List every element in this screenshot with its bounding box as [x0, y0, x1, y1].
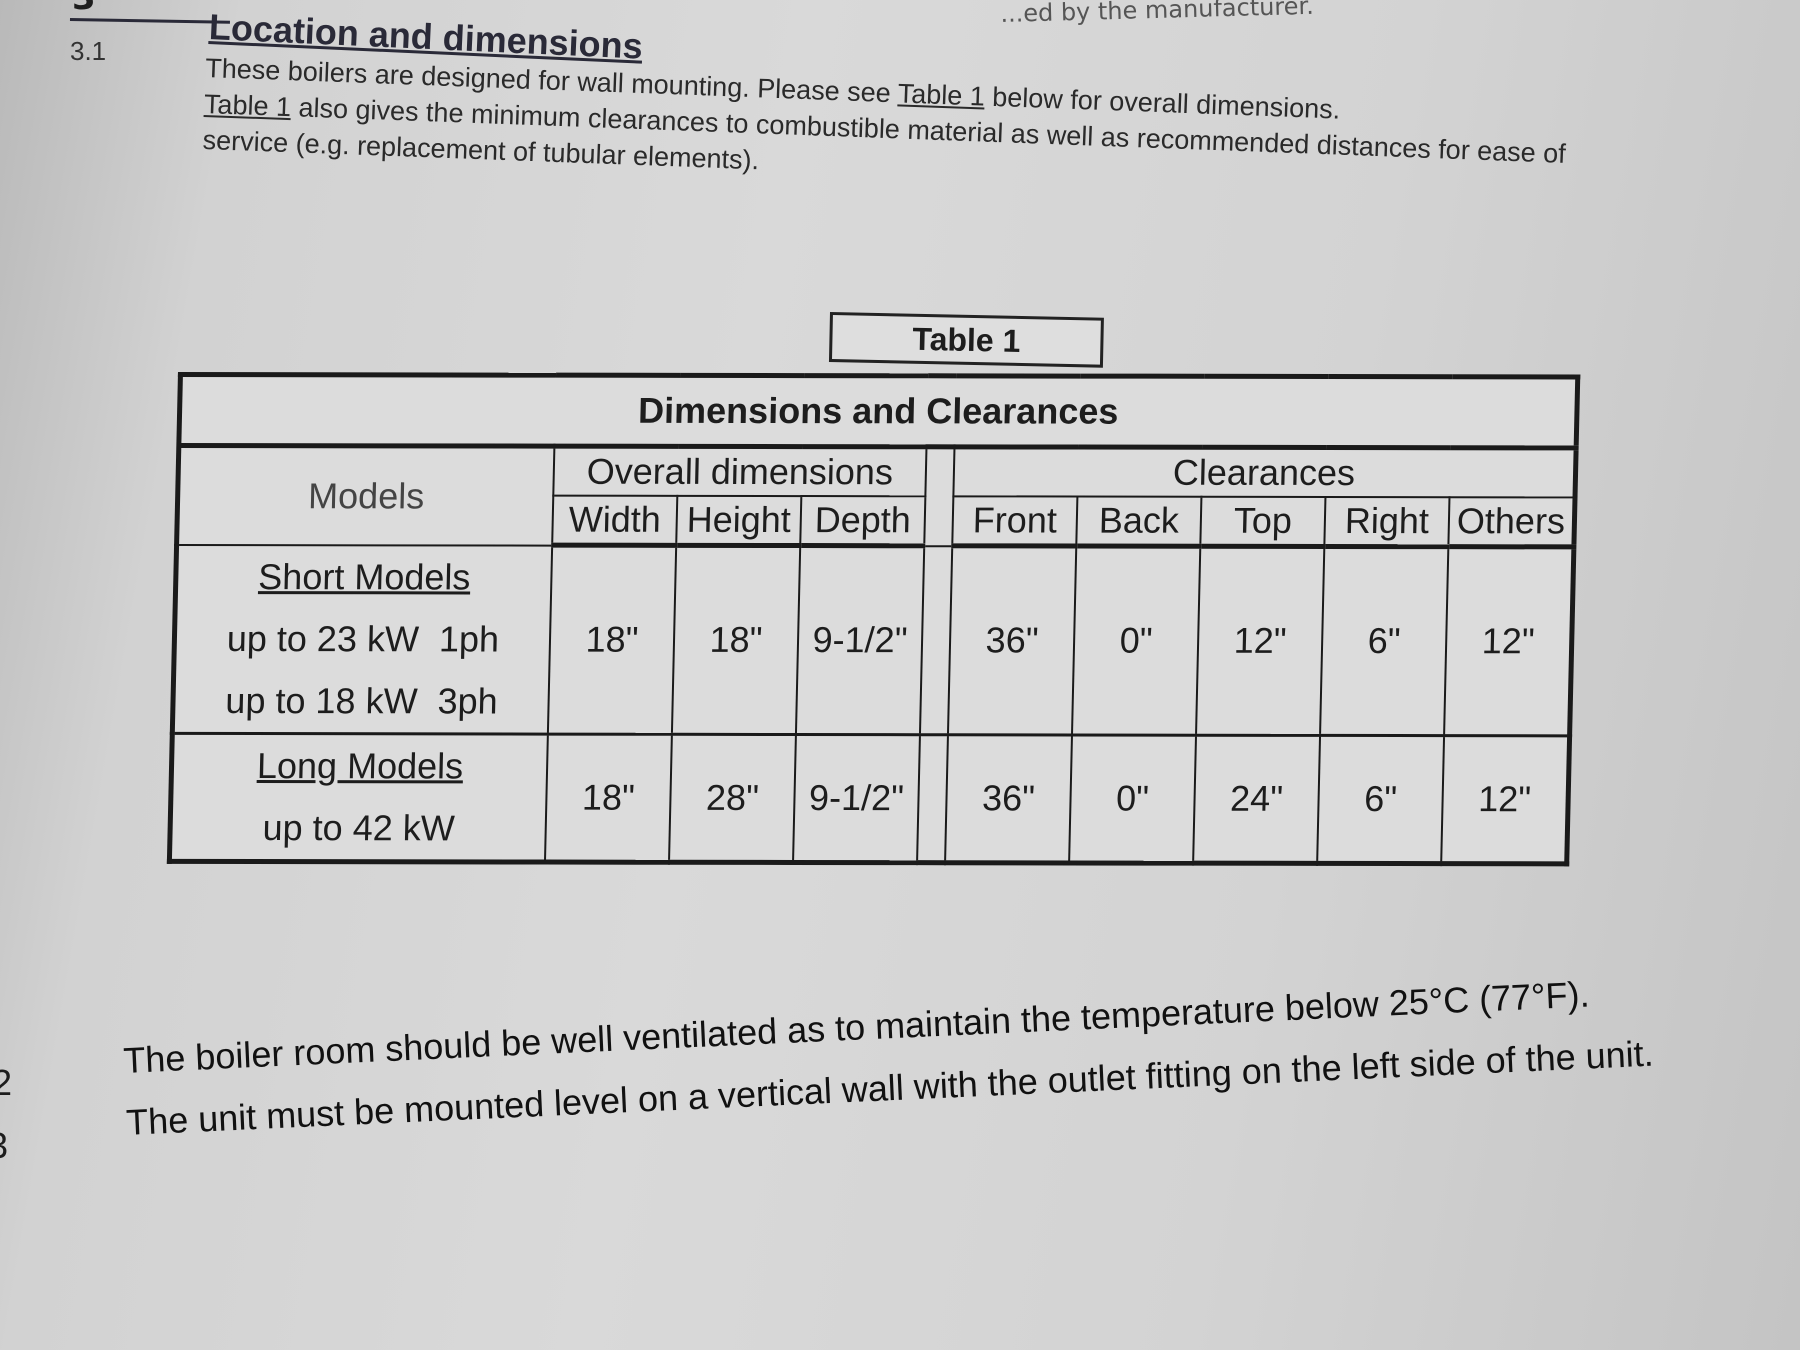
dimensions-table: Dimensions and Clearances Models Overall… — [166, 372, 1581, 866]
models-header: Models — [176, 445, 555, 546]
col-header: Back — [1076, 496, 1202, 547]
section-number: 3 — [72, 0, 96, 18]
note-number: 3 — [0, 1125, 8, 1167]
cell: 12" — [1444, 546, 1574, 736]
model-line: up to 42 kW — [262, 806, 456, 848]
divider — [919, 545, 953, 735]
subsection-number: 3.1 — [70, 36, 107, 66]
cell: 18" — [544, 733, 672, 862]
cell: 12" — [1441, 735, 1570, 864]
model-line: up to 23 kW 1ph — [226, 617, 500, 659]
top-note: ...ed by the manufacturer. — [1000, 0, 1315, 28]
overall-dimensions-header: Overall dimensions — [553, 446, 927, 497]
cell: 0" — [1072, 546, 1201, 735]
model-group: Long Models — [256, 744, 464, 786]
col-header: Height — [676, 495, 802, 546]
col-header: Right — [1324, 496, 1450, 547]
table-link[interactable]: Table 1 — [203, 88, 292, 123]
col-header: Width — [552, 495, 678, 546]
table-title: Dimensions and Clearances — [178, 374, 1578, 448]
subsection-paragraph: These boilers are designed for wall moun… — [202, 50, 1625, 210]
table-row: Short Models up to 23 kW 1ph up to 18 kW 3… — [172, 544, 1574, 736]
text: below for overall dimensions. — [984, 81, 1341, 125]
notes: The boiler room should be well ventilate… — [122, 961, 1655, 1154]
cell: 36" — [947, 545, 1077, 735]
clearances-header: Clearances — [953, 446, 1577, 498]
table-link[interactable]: Table 1 — [897, 78, 986, 112]
cell: 24" — [1193, 734, 1321, 863]
cell: 9-1/2" — [793, 733, 920, 863]
note-number: 2 — [0, 1062, 13, 1103]
table-row: Long Models up to 42 kW 18" 28" 9-1/2" 36… — [169, 732, 1570, 864]
model-cell: Long Models up to 42 kW — [169, 732, 548, 862]
cell: 12" — [1196, 546, 1325, 735]
table-caption: Table 1 — [828, 312, 1104, 368]
cell: 9-1/2" — [795, 545, 925, 735]
model-group: Short Models — [257, 555, 471, 597]
model-cell: Short Models up to 23 kW 1ph up to 18 kW 3… — [172, 544, 553, 734]
divider — [917, 734, 948, 863]
cell: 28" — [669, 733, 796, 862]
col-header: Top — [1200, 496, 1326, 547]
col-header: Depth — [800, 496, 926, 546]
heading-rule — [69, 18, 230, 24]
cell: 18" — [547, 545, 677, 734]
divider — [924, 446, 955, 546]
cell: 6" — [1320, 546, 1449, 736]
cell: 36" — [945, 734, 1073, 863]
model-line: up to 18 kW 3ph — [225, 679, 499, 721]
cell: 18" — [671, 545, 801, 734]
cell: 6" — [1317, 734, 1445, 864]
col-header: Front — [952, 496, 1078, 547]
col-header: Others — [1448, 497, 1576, 547]
cell: 0" — [1069, 734, 1197, 863]
